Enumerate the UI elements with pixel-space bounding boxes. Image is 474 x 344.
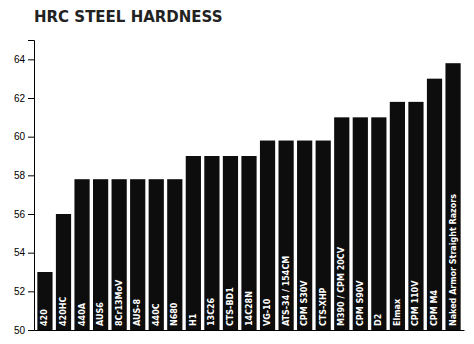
y-tick-label: 64: [14, 54, 26, 65]
bar: [149, 179, 164, 330]
category-label: CPM S30V: [300, 280, 309, 326]
x-axis-line: [35, 330, 465, 331]
category-label: 440C: [152, 303, 161, 326]
y-tick-mark: [28, 214, 34, 215]
bar: [93, 179, 108, 330]
bar: [112, 179, 127, 330]
category-label: CTS-XHP: [319, 287, 328, 326]
y-tick-mark: [28, 98, 34, 99]
bar: [56, 214, 71, 330]
bar: [390, 102, 405, 330]
category-label: AUS-8: [133, 298, 142, 326]
category-label: 420HC: [59, 297, 68, 326]
category-label: D2: [374, 314, 383, 326]
category-label: CPM S90V: [356, 280, 365, 326]
bar: [353, 117, 368, 330]
category-label: 13C26: [207, 297, 216, 326]
y-tick-label: 62: [14, 93, 26, 104]
bar: [334, 117, 349, 330]
category-label: Elmax: [393, 298, 402, 326]
y-axis: 50 52 54 56 58 60 62 64: [14, 41, 35, 336]
category-label: 440A: [78, 302, 87, 326]
y-tick-label: 50: [14, 325, 26, 336]
bar: [445, 63, 460, 330]
y-tick-mark: [28, 175, 34, 176]
category-label: Naked Armor Straight Razors: [449, 194, 458, 326]
y-tick-mark: [28, 137, 34, 138]
category-label: H1: [189, 313, 198, 326]
y-tick: 62: [14, 93, 34, 104]
y-tick: 52: [14, 286, 34, 297]
category-label: 420: [40, 309, 49, 326]
bar: [278, 141, 293, 330]
plot: 50 52 54 56 58 60 62 64 420 420HC 440A AUS6 8Cr13MoV…: [14, 41, 465, 336]
y-axis-line: [28, 41, 35, 331]
bar: [167, 179, 182, 330]
bar: [241, 156, 256, 330]
y-tick-mark: [28, 253, 34, 254]
y-tick-mark: [28, 330, 34, 331]
bar: [427, 79, 442, 330]
category-label: CTS-BD1: [226, 287, 235, 326]
category-label: N680: [170, 302, 179, 326]
category-label: ATS-34 / 154CM: [282, 256, 291, 326]
y-tick-label: 60: [14, 131, 26, 142]
category-label: 14C28N: [245, 291, 254, 326]
category-label: CPM 110V: [411, 280, 420, 326]
category-label: 8Cr13MoV: [115, 279, 124, 326]
y-tick: 56: [14, 209, 34, 220]
y-tick: 54: [14, 247, 34, 258]
bar: [223, 156, 238, 330]
y-tick: 64: [14, 54, 34, 65]
y-tick-label: 56: [14, 209, 26, 220]
bar: [297, 141, 312, 330]
bars: [37, 63, 460, 330]
bar: [316, 141, 331, 330]
category-label: AUS6: [96, 302, 105, 326]
category-label: M390 / CPM 20CV: [337, 246, 346, 326]
y-tick-label: 58: [14, 170, 26, 181]
y-tick: 50: [14, 325, 34, 336]
title: HRC STEEL HARDNESS: [34, 8, 223, 26]
bar: [186, 156, 201, 330]
y-tick-label: 52: [14, 286, 26, 297]
y-tick-label: 54: [14, 247, 26, 258]
chart: HRC STEEL HARDNESS5052545658606264420420…: [0, 0, 474, 344]
y-tick-mark: [28, 291, 34, 292]
bar: [371, 117, 386, 330]
bar: [260, 141, 275, 330]
category-label: CPM M4: [430, 290, 439, 326]
y-tick: 60: [14, 131, 34, 142]
bar: [408, 102, 423, 330]
category-label: VG-10: [263, 298, 272, 326]
category-labels: 420 420HC 440A AUS6 8Cr13MoV AUS-8 440C N680 H1 1…: [40, 194, 457, 326]
bar: [37, 272, 52, 330]
bar: [130, 179, 145, 330]
y-tick: 58: [14, 170, 34, 181]
bar: [74, 179, 89, 330]
y-tick-mark: [28, 59, 34, 60]
bar: [204, 156, 219, 330]
